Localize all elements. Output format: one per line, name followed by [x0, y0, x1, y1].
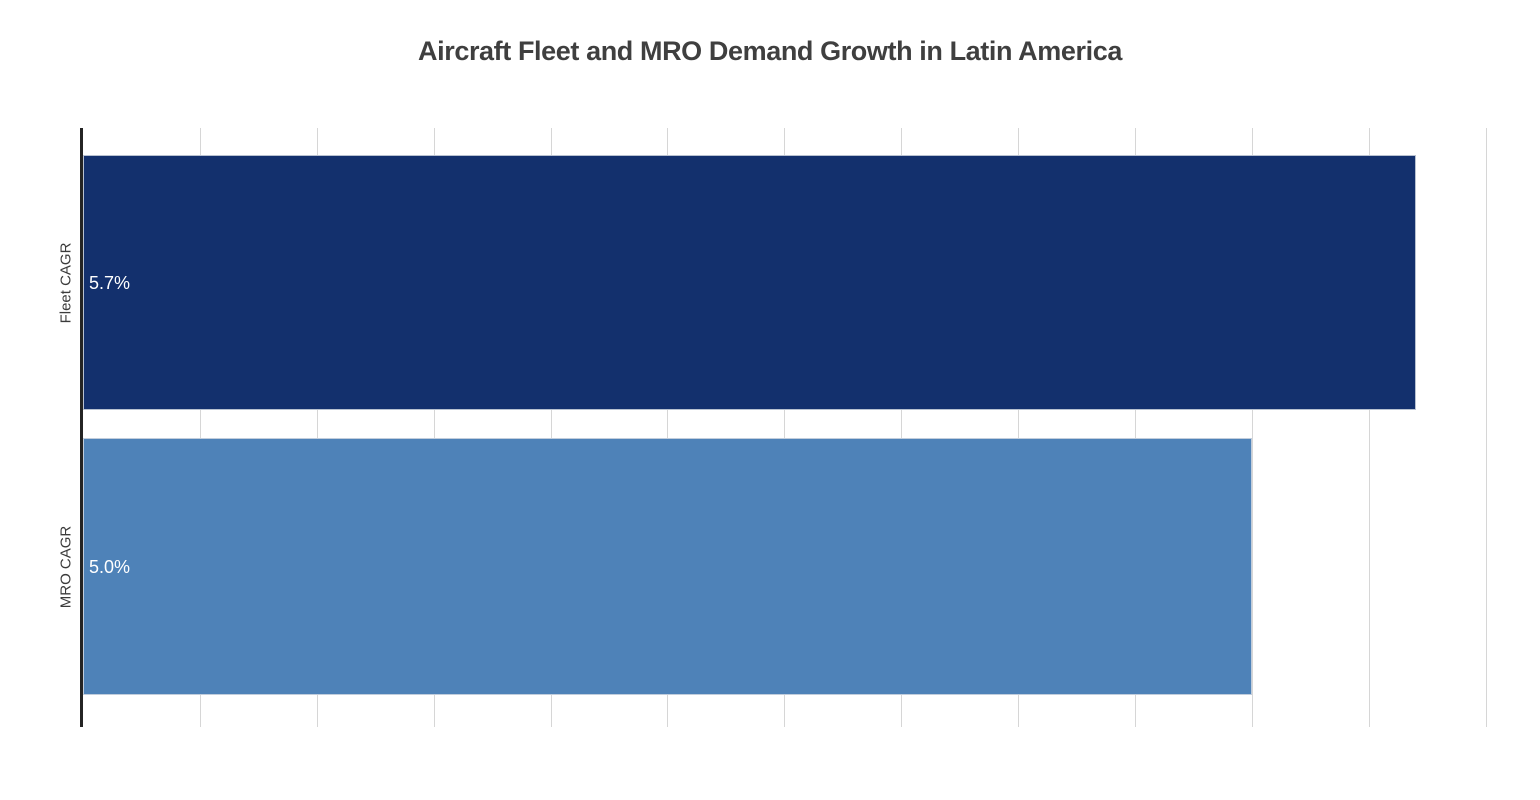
gridline: [1251, 128, 1253, 727]
gridline: [1368, 128, 1370, 727]
gridline: [784, 128, 786, 727]
chart-title: Aircraft Fleet and MRO Demand Growth in …: [418, 36, 1122, 66]
gridline: [1018, 128, 1020, 727]
gridline: [316, 128, 318, 727]
y-axis-line: [80, 128, 83, 727]
gridline: [901, 128, 903, 727]
plot-area: 5.7% 5.0% Fleet CAGR MRO CAGR: [58, 128, 1495, 727]
bar-fleet-cagr: 5.7%: [83, 155, 1416, 410]
bar-mro-cagr: 5.0%: [83, 438, 1252, 695]
gridline: [1485, 128, 1487, 727]
gridline: [667, 128, 669, 727]
gridline: [550, 128, 552, 727]
category-label-mro-cagr: MRO CAGR: [57, 525, 75, 608]
gridline: [199, 128, 201, 727]
category-label-fleet-cagr: Fleet CAGR: [57, 242, 75, 323]
value-label-mro-cagr: 5.0%: [89, 556, 131, 577]
value-label-fleet-cagr: 5.7%: [89, 272, 131, 293]
gridline: [1135, 128, 1136, 727]
gridline: [433, 128, 435, 727]
